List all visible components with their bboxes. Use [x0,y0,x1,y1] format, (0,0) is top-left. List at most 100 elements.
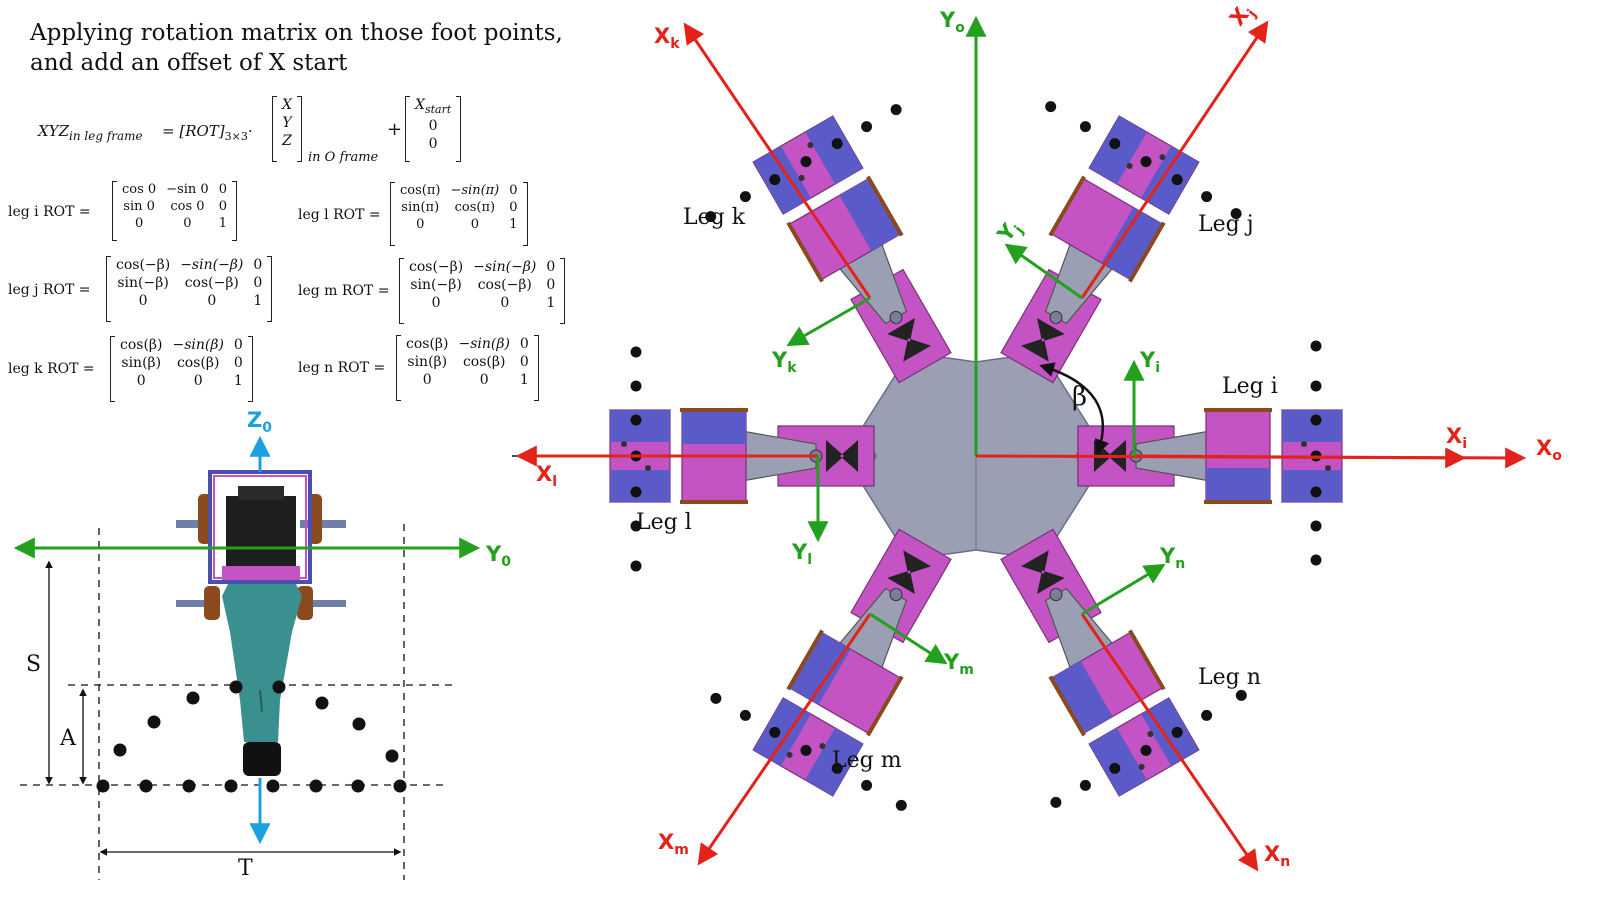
rot-label-leg-m: leg m ROT = [298,283,390,299]
axis-yn [1081,563,1166,616]
rot-label-leg-l: leg l ROT = [298,207,381,223]
leg-k-foot-dot [800,156,812,168]
leg-n-foot-dot [1171,726,1183,738]
leg-i-foot-dot [1310,414,1322,426]
axis-ym [869,612,948,665]
rot-label-leg-j: leg j ROT = [8,282,91,298]
label-yo: Yo [940,8,965,37]
label-yi: Yi [1140,348,1161,377]
leg-i-foot-dot [1310,520,1322,532]
title-line-1: Applying rotation matrix on those foot p… [30,20,563,46]
leg-l-foot-dot [630,486,642,498]
label-leg-k: Leg k [683,205,746,230]
vector-xyz: X Y Z [272,96,302,162]
label-xl: Xl [536,462,558,491]
leg-i-foot-dot [1310,554,1322,566]
leg-j-foot-dot [1230,208,1242,220]
label-leg-j: Leg j [1198,212,1254,237]
label-ym: Ym [944,650,974,679]
label-xk: Xk [654,24,680,53]
label-leg-i: Leg i [1222,374,1278,399]
label-leg-l: Leg l [636,510,692,535]
label-leg-n: Leg n [1198,665,1261,690]
axis-yk [786,296,871,347]
axis-xm [697,613,872,866]
axis-xk [683,22,872,299]
offset-z: 0 [428,135,438,152]
leg-l-foot-dot [630,380,642,392]
leg-m-foot-dot [831,762,843,774]
label-xo: Xo [1536,436,1562,465]
equation-rot: = [ROT]3×3· [162,122,253,143]
leg-n-foot-dot [1109,762,1121,774]
dim-a: A [60,726,76,751]
leg-k-foot-dot [861,121,873,133]
rot-label-leg-i: leg i ROT = [8,204,91,220]
leg-l-foot-dot [630,520,642,532]
leg-j-foot-dot [1140,156,1152,168]
vec-z: Z [282,133,292,149]
leg-l-foot-dot [630,560,642,572]
side-foot-points [96,680,407,793]
dim-s: S [26,652,42,677]
rot-label-leg-k: leg k ROT = [8,361,95,377]
leg-k-foot-dot [739,191,751,203]
label-z0: Z0 [247,408,272,437]
leg-m-foot-dot [895,799,907,811]
leg-n-foot-dot [1050,796,1062,808]
title: Applying rotation matrix on those foot p… [30,18,563,78]
equation-plus: + [387,119,403,140]
leg-m-foot-dot [710,692,722,704]
rot-label-leg-n: leg n ROT = [298,360,386,376]
axis-yj [1004,243,1083,300]
label-xi: Xi [1446,424,1468,453]
leg-m-foot-dot [800,744,812,756]
offset-y: 0 [428,117,438,134]
equation-lhs: XYZin leg frame [38,122,143,143]
leg-m-foot-dot [739,709,751,721]
top-foot-points [630,101,1322,811]
label-yn: Yn [1160,544,1186,573]
leg-l-foot-dot [630,414,642,426]
label-yl: Yl [792,540,813,569]
axis-xj [1080,20,1269,299]
leg-k-foot-dot [705,211,717,223]
leg-n-foot-dot [1140,744,1152,756]
vec-x: X [282,97,292,113]
label-xn: Xn [1264,842,1291,871]
offset-vector: Xstart 0 0 [405,96,462,162]
offset-x: Xstart [415,97,452,116]
vector-frame-label: in O frame [308,150,379,165]
label-y0: Y0 [486,542,511,571]
dim-t: T [238,856,253,881]
leg-k-foot-dot [769,174,781,186]
leg-j-foot-dot [1109,138,1121,150]
leg-i-foot-dot [1310,486,1322,498]
label-xm: Xm [658,830,689,859]
leg-j-foot-dot [1079,121,1091,133]
axis-xi [1133,447,1467,469]
leg-n-assembly [1000,528,1200,797]
vec-y: Y [282,115,292,131]
side-robot [176,470,346,776]
label-beta: β [1072,382,1088,412]
leg-m-foot-dot [861,779,873,791]
leg-j-foot-dot [1171,174,1183,186]
leg-n-foot-dot [1201,709,1213,721]
leg-n-foot-dot [1079,779,1091,791]
leg-j-foot-dot [1201,191,1213,203]
axis-xn [1080,613,1259,872]
leg-i-foot-dot [1310,340,1322,352]
label-yk: Yk [772,348,797,377]
label-leg-m: Leg m [832,748,902,773]
leg-l-foot-dot [630,346,642,358]
leg-n-foot-dot [1235,689,1247,701]
